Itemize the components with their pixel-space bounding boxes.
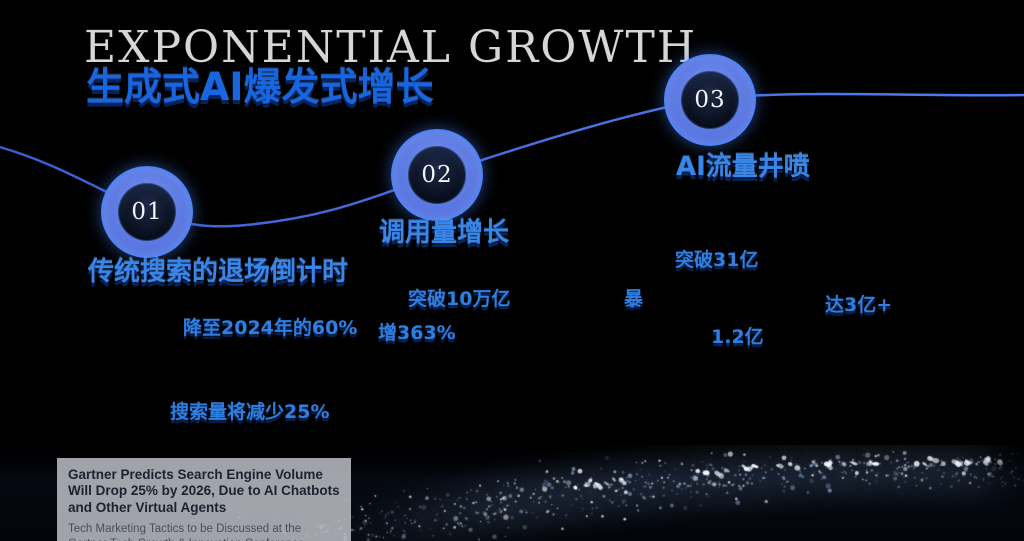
milestone-heading-3: AI流量井喷 (676, 152, 810, 182)
milestone-3-stat-2: 达3亿+ (825, 294, 893, 316)
milestone-heading-2: 调用量增长 (379, 218, 510, 248)
source-citation-card: Gartner Predicts Search Engine Volume Wi… (57, 458, 351, 541)
milestone-3-stat-1: 突破31亿 (675, 249, 759, 271)
milestone-3-stat-3: 1.2亿 (711, 326, 764, 348)
milestone-number-02: 02 (408, 146, 466, 204)
milestone-number-03: 03 (681, 71, 739, 129)
milestone-number-01: 01 (118, 183, 176, 241)
milestone-node-03: 03 (664, 54, 756, 146)
milestone-1-stat-2: 搜索量将减少25% (170, 401, 330, 423)
source-headline: Gartner Predicts Search Engine Volume Wi… (68, 467, 340, 515)
milestone-node-01: 01 (101, 166, 193, 258)
milestone-heading-1: 传统搜索的退场倒计时 (88, 257, 349, 287)
source-subtext: Tech Marketing Tactics to be Discussed a… (68, 523, 308, 541)
milestone-node-02: 02 (391, 129, 483, 221)
milestone-1-stat-1: 降至2024年的60% (183, 317, 358, 339)
slide-title-chinese: 生成式AI爆发式增长 (86, 65, 434, 109)
milestone-2-stat-3: 暴 (624, 288, 644, 310)
slide-title-english: EXPONENTIAL GROWTH (84, 22, 698, 73)
milestone-2-stat-1: 突破10万亿 (408, 288, 511, 310)
milestone-2-stat-2: 增363% (378, 322, 456, 344)
